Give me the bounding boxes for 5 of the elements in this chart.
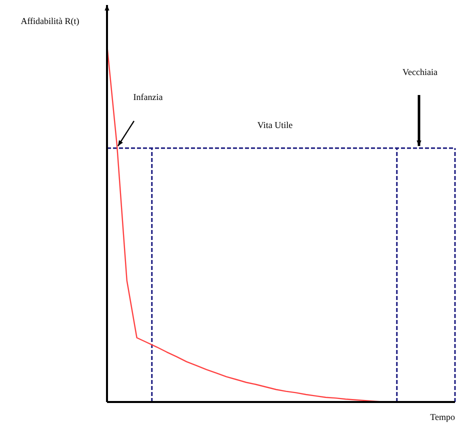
- annotation: Infanzia: [133, 92, 163, 102]
- y-axis-title: Affidabilità R(t): [20, 16, 80, 26]
- annotation: Vita Utile: [257, 120, 293, 130]
- annotation: Vecchiaia: [402, 67, 438, 77]
- x-axis-title: Tempo: [430, 412, 455, 422]
